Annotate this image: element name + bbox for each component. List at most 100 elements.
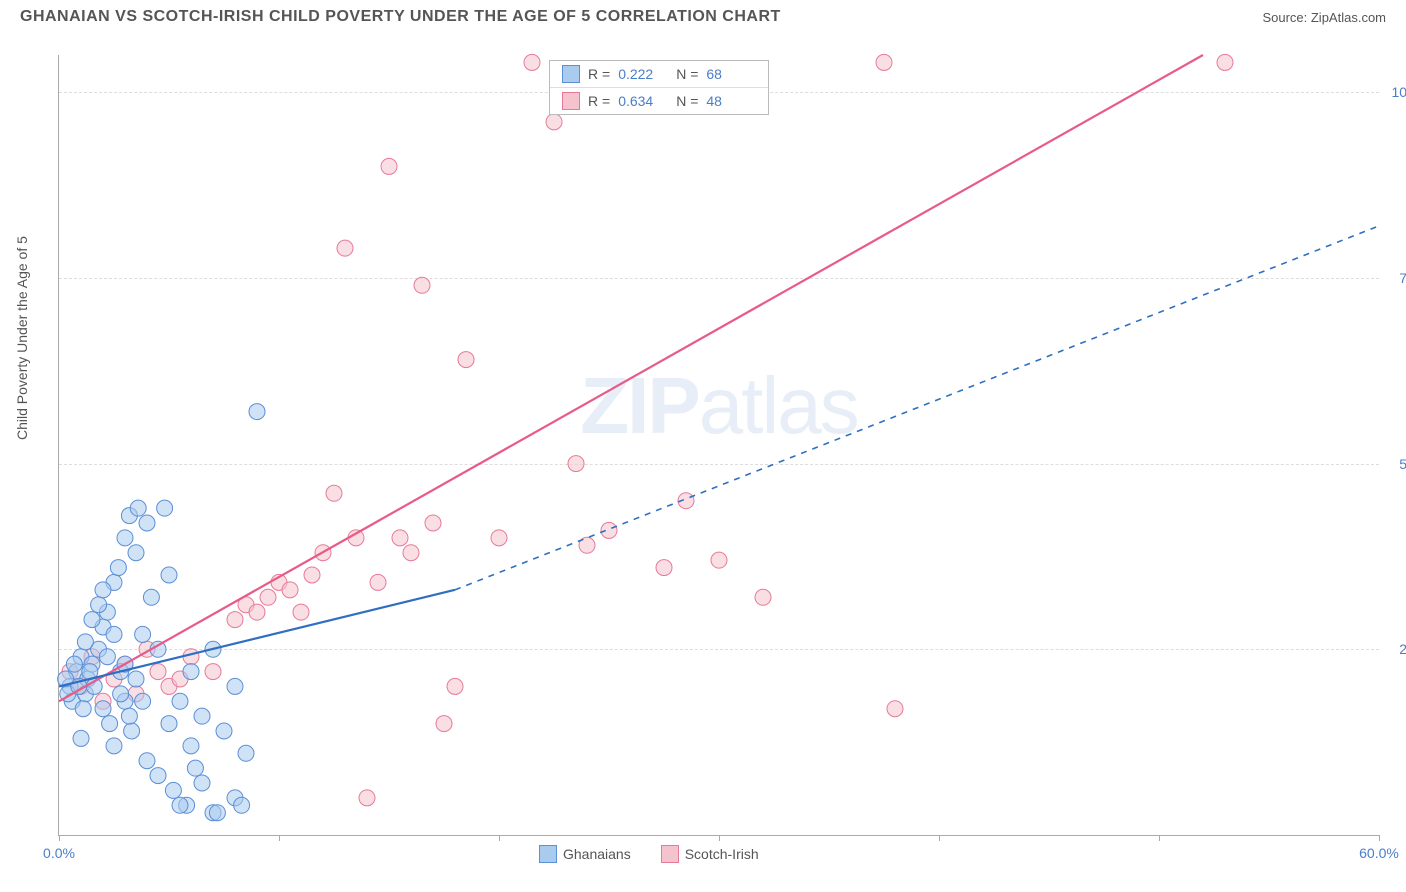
scatter-point: [139, 753, 155, 769]
legend-item-scotch-irish: Scotch-Irish: [661, 845, 759, 863]
scatter-point: [260, 589, 276, 605]
scatter-point: [524, 54, 540, 70]
scatter-point: [656, 560, 672, 576]
ytick-label: 100.0%: [1392, 84, 1406, 100]
xtick: [1159, 835, 1160, 841]
scatter-point: [403, 545, 419, 561]
scatter-point: [139, 515, 155, 531]
title-bar: GHANAIAN VS SCOTCH-IRISH CHILD POVERTY U…: [0, 0, 1406, 30]
scatter-point: [436, 716, 452, 732]
scatter-point: [359, 790, 375, 806]
scatter-point: [95, 582, 111, 598]
r-label: R =: [588, 93, 610, 109]
xtick: [719, 835, 720, 841]
scatter-point: [143, 589, 159, 605]
scatter-point: [135, 626, 151, 642]
ytick-label: 75.0%: [1399, 270, 1406, 286]
n-label: N =: [676, 66, 698, 82]
xtick: [59, 835, 60, 841]
scatter-point: [304, 567, 320, 583]
legend-label-ghanaians: Ghanaians: [563, 846, 631, 862]
scatter-point: [161, 567, 177, 583]
legend-item-ghanaians: Ghanaians: [539, 845, 631, 863]
scatter-point: [381, 158, 397, 174]
scatter-point: [128, 671, 144, 687]
n-value-ghanaians: 68: [706, 66, 756, 82]
scatter-point: [124, 723, 140, 739]
scatter-point: [117, 530, 133, 546]
ytick-label: 50.0%: [1399, 456, 1406, 472]
r-value-scotch-irish: 0.634: [618, 93, 668, 109]
scatter-point: [227, 612, 243, 628]
xtick: [939, 835, 940, 841]
scatter-point: [172, 797, 188, 813]
scatter-point: [370, 574, 386, 590]
swatch-ghanaians: [562, 65, 580, 83]
n-label: N =: [676, 93, 698, 109]
scatter-point: [887, 701, 903, 717]
scatter-point: [99, 649, 115, 665]
xtick: [1379, 835, 1380, 841]
r-value-ghanaians: 0.222: [618, 66, 668, 82]
scatter-point: [546, 114, 562, 130]
n-value-scotch-irish: 48: [706, 93, 756, 109]
scatter-point: [110, 560, 126, 576]
scatter-point: [84, 612, 100, 628]
scatter-point: [106, 738, 122, 754]
scatter-point: [216, 723, 232, 739]
scatter-point: [187, 760, 203, 776]
xtick: [499, 835, 500, 841]
scatter-point: [249, 604, 265, 620]
scatter-point: [326, 485, 342, 501]
plot-svg: [59, 55, 1379, 835]
scatter-point: [130, 500, 146, 516]
xtick: [279, 835, 280, 841]
scatter-point: [249, 404, 265, 420]
scatter-point: [172, 693, 188, 709]
source-label: Source: ZipAtlas.com: [1262, 10, 1386, 25]
legend-swatch-ghanaians: [539, 845, 557, 863]
scatter-point: [113, 686, 129, 702]
legend-label-scotch-irish: Scotch-Irish: [685, 846, 759, 862]
y-axis-label: Child Poverty Under the Age of 5: [14, 236, 30, 440]
scatter-point: [209, 805, 225, 821]
scatter-point: [238, 745, 254, 761]
scatter-point: [227, 678, 243, 694]
scatter-point: [876, 54, 892, 70]
scatter-point: [128, 545, 144, 561]
scatter-point: [601, 522, 617, 538]
regression-ghanaians-dash: [455, 226, 1379, 590]
scatter-point: [414, 277, 430, 293]
scatter-point: [458, 352, 474, 368]
scatter-point: [425, 515, 441, 531]
scatter-point: [106, 626, 122, 642]
scatter-point: [161, 716, 177, 732]
scatter-point: [150, 768, 166, 784]
scatter-point: [121, 708, 137, 724]
xtick-label: 60.0%: [1359, 845, 1399, 861]
scatter-point: [282, 582, 298, 598]
scatter-point: [491, 530, 507, 546]
scatter-point: [234, 797, 250, 813]
scatter-point: [205, 664, 221, 680]
scatter-point: [337, 240, 353, 256]
scatter-point: [95, 701, 111, 717]
regression-scotch-irish: [59, 55, 1203, 701]
scatter-point: [75, 701, 91, 717]
scatter-point: [1217, 54, 1233, 70]
r-label: R =: [588, 66, 610, 82]
ytick-label: 25.0%: [1399, 641, 1406, 657]
stat-box: R = 0.222 N = 68 R = 0.634 N = 48: [549, 60, 769, 115]
scatter-point: [135, 693, 151, 709]
scatter-point: [66, 656, 82, 672]
scatter-point: [165, 782, 181, 798]
xtick-label: 0.0%: [43, 845, 75, 861]
scatter-point: [755, 589, 771, 605]
stat-row-scotch-irish: R = 0.634 N = 48: [550, 87, 768, 114]
scatter-point: [157, 500, 173, 516]
scatter-point: [102, 716, 118, 732]
scatter-point: [77, 634, 93, 650]
scatter-point: [392, 530, 408, 546]
swatch-scotch-irish: [562, 92, 580, 110]
bottom-legend: Ghanaians Scotch-Irish: [539, 845, 759, 863]
